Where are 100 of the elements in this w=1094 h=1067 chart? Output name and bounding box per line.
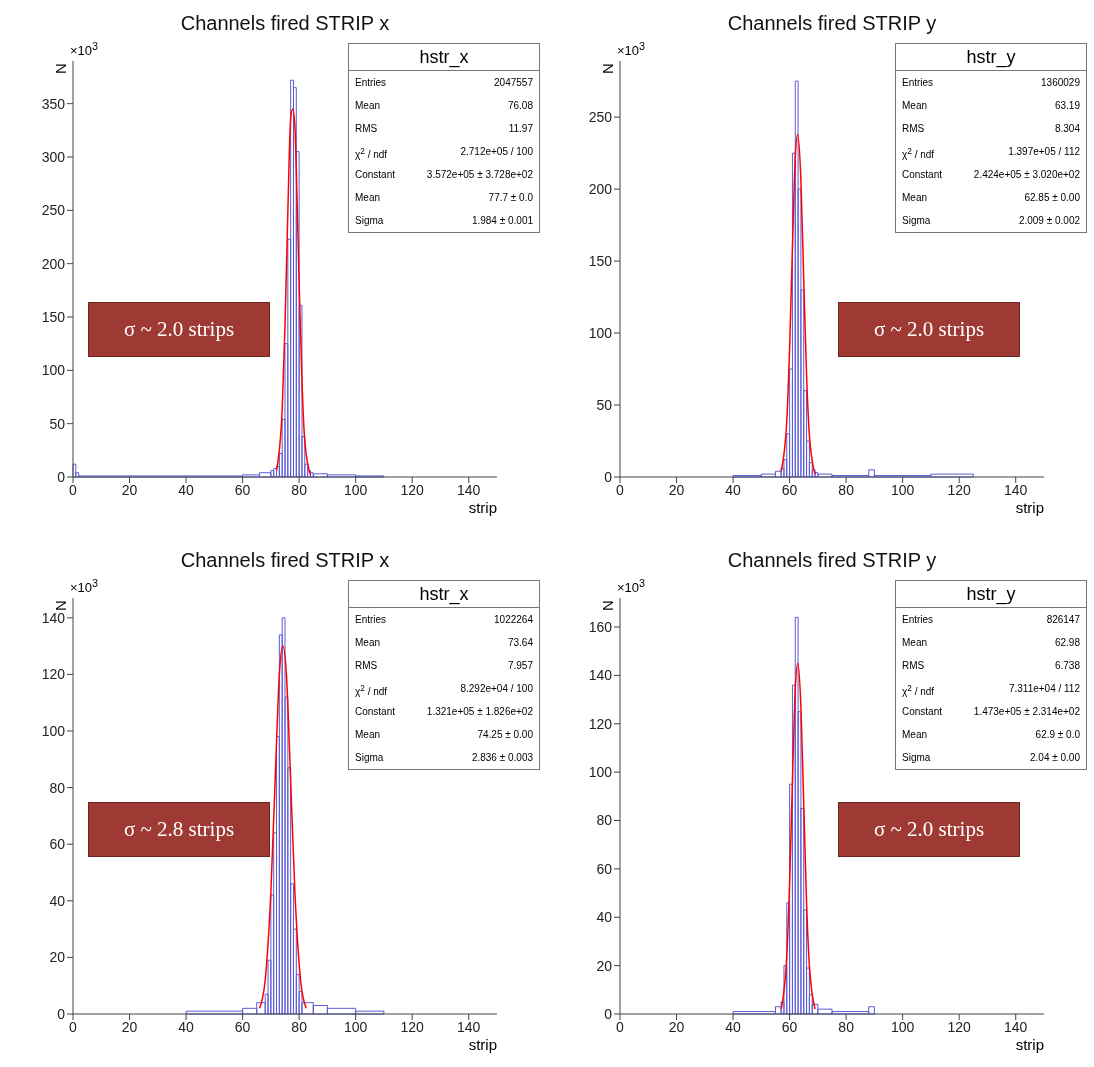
annotation: 1.397e+05 / 112: [1008, 145, 1080, 159]
chart-title: Channels fired STRIP y: [726, 549, 938, 572]
text: 826147: [1046, 614, 1080, 625]
x-tick-label: 40: [178, 1018, 195, 1035]
annotation: RMS: [355, 659, 378, 673]
annotation: RMS: [902, 122, 925, 136]
annotation: Constant: [355, 168, 396, 182]
y-tick-label: 250: [41, 202, 66, 219]
annotation: 2.04 ± 0.00: [1030, 751, 1080, 765]
annotation: 1.473e+05 ± 2.314e+02: [973, 705, 1080, 719]
y-tick-label: 200: [41, 255, 66, 272]
x-tick-label: 60: [781, 1018, 798, 1035]
annotation: Entries: [355, 613, 387, 627]
y-tick-label: 60: [49, 836, 66, 853]
x-tick-label: 140: [1004, 481, 1028, 498]
annotation: 2.009 ± 0.002: [1018, 214, 1080, 228]
x-tick-label: 60: [234, 481, 251, 498]
x-tick-label: 120: [947, 1018, 972, 1035]
annotation: 1.321e+05 ± 1.826e+02: [426, 705, 533, 719]
y-tick-label: 40: [49, 892, 66, 909]
y-tick-label: 350: [41, 95, 66, 112]
y-tick-label: 0: [57, 468, 66, 485]
note-box: σ ~ 2.8 strips: [88, 802, 270, 857]
annotation: Entries: [902, 613, 934, 627]
annotation: 1.984 ± 0.001: [471, 214, 533, 228]
annotation: Sigma: [355, 214, 384, 228]
y-tick-label: 20: [49, 949, 66, 966]
x-tick-label: 60: [781, 481, 798, 498]
note-box: σ ~ 2.0 strips: [88, 302, 270, 357]
annotation: 74.25 ± 0.00: [477, 728, 533, 742]
x-tick-label: 0: [616, 481, 625, 498]
annotation: Sigma: [355, 751, 384, 765]
annotation: 2.424e+05 ± 3.020e+02: [973, 168, 1080, 182]
y-tick-label: 80: [49, 779, 66, 796]
x-tick-label: 40: [725, 1018, 742, 1035]
x-tick-label: 80: [838, 1018, 855, 1035]
y-tick-label: 0: [57, 1005, 66, 1022]
x-tick-label: 40: [178, 481, 195, 498]
y-axis-title: N: [599, 63, 616, 74]
annotation: 62.85 ± 0.00: [1024, 191, 1080, 205]
x-tick-label: 100: [343, 1018, 368, 1035]
y-tick-label: 0: [604, 1005, 613, 1022]
annotation: 8.292e+04 / 100: [460, 682, 533, 696]
x-axis-title: strip: [1015, 1036, 1044, 1053]
x-tick-label: 140: [1004, 1018, 1028, 1035]
annotation: 3.572e+05 ± 3.728e+02: [426, 168, 533, 182]
x-axis-title: strip: [1015, 499, 1044, 516]
annotation: Mean: [355, 99, 381, 113]
annotation: Entries: [902, 76, 934, 90]
y-tick-label: 100: [41, 362, 66, 379]
x-tick-label: 0: [616, 1018, 625, 1035]
y-tick-label: 250: [588, 109, 613, 126]
y-tick-label: 80: [596, 812, 613, 829]
text: 73.64: [507, 637, 533, 648]
annotation: 7.311e+04 / 112: [1008, 682, 1080, 696]
x-tick-label: 40: [725, 481, 742, 498]
text: ×10$^{3}$: [617, 577, 646, 596]
y-tick-label: 200: [588, 181, 613, 198]
text: ×10$^{3}$: [70, 577, 99, 596]
annotation: hstr_y: [896, 44, 1086, 71]
text: 62.98: [1054, 637, 1080, 648]
y-tick-label: 100: [41, 722, 66, 739]
annotation: 1360029: [1041, 76, 1080, 90]
y-tick-label: 140: [41, 609, 66, 626]
y-tick-label: 20: [596, 957, 613, 974]
annotation: χ$^{2}$ / ndf: [902, 682, 935, 700]
y-tick-label: 150: [41, 308, 66, 325]
y-tick-label: 150: [588, 253, 613, 270]
chart-title: Channels fired STRIP x: [179, 12, 391, 35]
y-tick-label: 100: [588, 325, 613, 342]
y-tick-label: 160: [588, 618, 613, 635]
annotation: Entries: [355, 76, 387, 90]
annotation: 2047557: [494, 76, 533, 90]
y-tick-label: 120: [41, 666, 66, 683]
text: 63.19: [1054, 100, 1080, 111]
annotation: Constant: [902, 705, 943, 719]
annotation: RMS: [355, 122, 378, 136]
annotation: χ$^{2}$ / ndf: [355, 145, 388, 163]
annotation: Constant: [355, 705, 396, 719]
text: 6.738: [1054, 660, 1080, 671]
annotation: Mean: [902, 99, 928, 113]
y-tick-label: 60: [596, 860, 613, 877]
annotation: Mean: [902, 728, 928, 742]
annotation: χ$^{2}$ / ndf: [902, 145, 935, 163]
x-tick-label: 60: [234, 1018, 251, 1035]
annotation: 2.836 ± 0.003: [471, 751, 533, 765]
x-axis-title: strip: [468, 1036, 497, 1053]
x-tick-label: 80: [838, 481, 855, 498]
x-tick-label: 120: [947, 481, 972, 498]
text: 7.957: [507, 660, 533, 671]
chart-title: Channels fired STRIP x: [179, 549, 391, 572]
chart-title: Channels fired STRIP y: [726, 12, 938, 35]
annotation: Sigma: [902, 214, 931, 228]
annotation: hstr_x: [349, 44, 539, 71]
annotation: Sigma: [902, 751, 931, 765]
annotation: Mean: [355, 636, 381, 650]
y-axis-title: N: [52, 63, 69, 74]
y-tick-label: 40: [596, 909, 613, 926]
y-tick-label: 50: [596, 397, 613, 413]
text: 8.304: [1054, 123, 1080, 134]
